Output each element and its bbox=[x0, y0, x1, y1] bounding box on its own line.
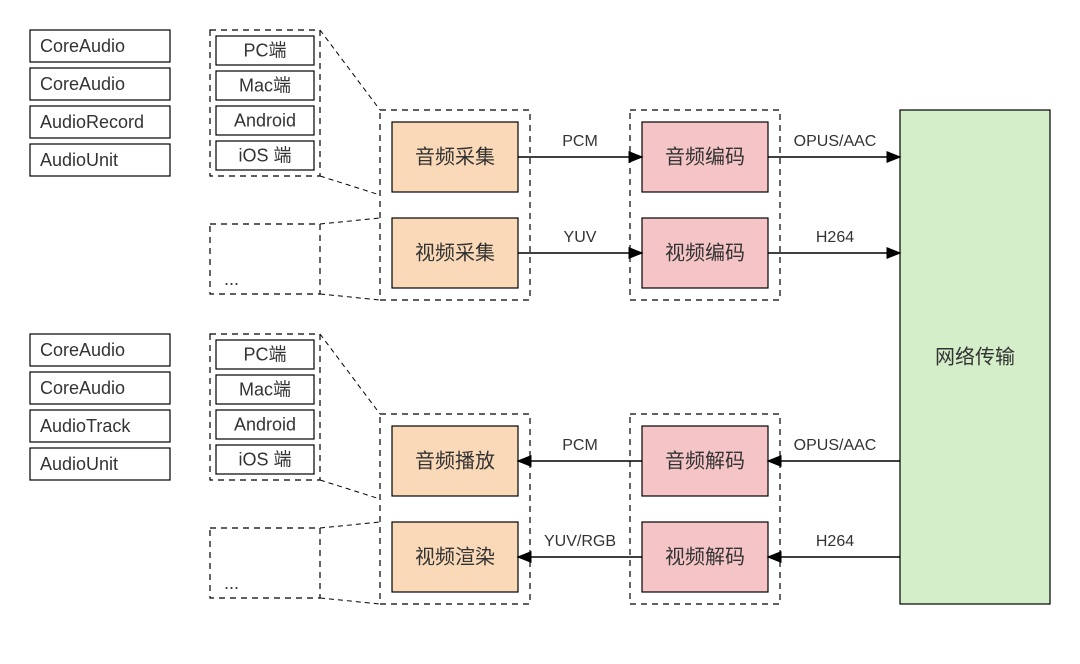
arrow-label-3: H264 bbox=[816, 229, 854, 246]
api-top-label-0: CoreAudio bbox=[40, 36, 125, 56]
codec-label-audio_encode: 音频编码 bbox=[665, 145, 745, 168]
stage-label-audio_capture: 音频采集 bbox=[415, 145, 495, 168]
arrow-label-2: OPUS/AAC bbox=[794, 133, 877, 150]
guide-0 bbox=[320, 30, 380, 110]
guide-7 bbox=[320, 598, 380, 604]
platform-label-top-2: Android bbox=[234, 110, 296, 130]
platform-label-bottom-0: PC端 bbox=[243, 344, 286, 364]
codec-label-video_encode: 视频编码 bbox=[665, 241, 745, 264]
platform-label-top-3: iOS 端 bbox=[238, 145, 291, 165]
arrow-label-6: OPUS/AAC bbox=[794, 437, 877, 454]
guide-4 bbox=[320, 334, 380, 414]
platform-label-bottom-2: Android bbox=[234, 414, 296, 434]
network-label: 网络传输 bbox=[935, 345, 1015, 368]
api-bottom-label-3: AudioUnit bbox=[40, 454, 118, 474]
arrow-label-5: YUV/RGB bbox=[544, 533, 616, 550]
guide-2 bbox=[320, 218, 380, 224]
stage-label-video_capture: 视频采集 bbox=[415, 241, 495, 264]
diagram-canvas: CoreAudio CoreAudio AudioRecord AudioUnit Co… bbox=[0, 0, 1080, 664]
guide-3 bbox=[320, 294, 380, 300]
ellipsis-label-bottom: ... bbox=[224, 573, 239, 593]
api-top-label-2: AudioRecord bbox=[40, 112, 144, 132]
stage-label-audio_play: 音频播放 bbox=[415, 449, 495, 472]
ellipsis-label-top: ... bbox=[224, 269, 239, 289]
platform-label-top-1: Mac端 bbox=[239, 75, 291, 95]
arrow-label-7: H264 bbox=[816, 533, 854, 550]
guide-1 bbox=[320, 176, 380, 195]
guide-6 bbox=[320, 522, 380, 528]
api-bottom-label-0: CoreAudio bbox=[40, 340, 125, 360]
arrow-label-1: YUV bbox=[564, 229, 597, 246]
platform-label-bottom-1: Mac端 bbox=[239, 379, 291, 399]
arrow-label-4: PCM bbox=[562, 437, 598, 454]
api-top-label-3: AudioUnit bbox=[40, 150, 118, 170]
platform-label-bottom-3: iOS 端 bbox=[238, 449, 291, 469]
codec-label-video_decode: 视频解码 bbox=[665, 545, 745, 568]
api-top-label-1: CoreAudio bbox=[40, 74, 125, 94]
platform-label-top-0: PC端 bbox=[243, 40, 286, 60]
stage-label-video_render: 视频渲染 bbox=[415, 545, 495, 568]
guide-5 bbox=[320, 480, 380, 499]
arrow-label-0: PCM bbox=[562, 133, 598, 150]
codec-label-audio_decode: 音频解码 bbox=[665, 449, 745, 472]
api-bottom-label-1: CoreAudio bbox=[40, 378, 125, 398]
api-bottom-label-2: AudioTrack bbox=[40, 416, 131, 436]
